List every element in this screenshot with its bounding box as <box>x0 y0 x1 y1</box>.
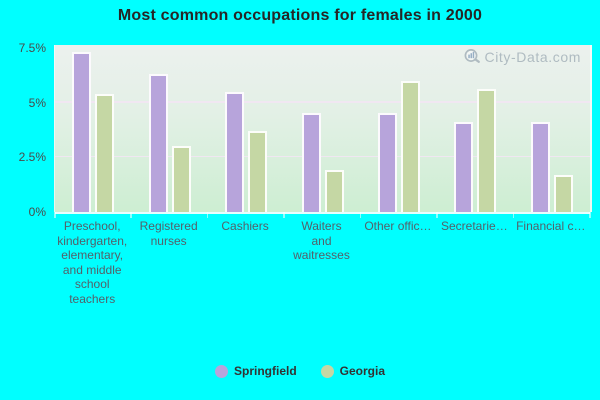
watermark: City-Data.com <box>463 48 581 65</box>
y-axis-label: 7.5% <box>18 40 46 55</box>
bar-georgia-2 <box>171 146 191 212</box>
axis-tick <box>512 212 515 218</box>
axis-tick <box>359 212 362 218</box>
bar-georgia-5 <box>400 80 420 212</box>
x-axis-line <box>55 212 590 214</box>
legend-label: Georgia <box>339 364 386 378</box>
y-axis-label: 5% <box>28 95 46 110</box>
legend-item: Springfield <box>214 364 297 378</box>
x-axis-label: Financial c… <box>516 219 586 233</box>
x-axis-label: Waiters and waitresses <box>293 219 350 262</box>
x-axis-label: Secretarie… <box>441 219 508 233</box>
legend-item: Georgia <box>320 364 386 378</box>
watermark-text: City-Data.com <box>484 48 581 65</box>
bar-springfield-6 <box>454 122 474 212</box>
gridline <box>55 101 590 103</box>
bar-springfield-3 <box>225 91 245 212</box>
bar-georgia-3 <box>248 130 268 212</box>
bar-springfield-4 <box>301 113 321 212</box>
axis-tick <box>283 212 285 218</box>
bar-springfield-7 <box>530 122 550 212</box>
x-axis-label: Cashiers <box>221 219 269 233</box>
legend-swatch-georgia <box>320 364 334 378</box>
axis-tick <box>589 212 591 218</box>
x-axis-label: Registered nurses <box>139 219 198 248</box>
magnifier-chart-icon <box>463 48 482 65</box>
x-axis-label: Other offic… <box>364 219 432 233</box>
bar-georgia-4 <box>324 170 344 212</box>
bar-springfield-2 <box>148 74 168 212</box>
legend: Springfield Georgia <box>0 364 600 378</box>
y-axis-label: 0% <box>28 205 46 219</box>
bar-springfield-1 <box>72 52 92 212</box>
axis-tick <box>130 212 132 218</box>
bar-georgia-1 <box>95 93 115 212</box>
axis-tick <box>54 212 56 218</box>
y-axis-label: 2.5% <box>18 150 46 165</box>
bar-georgia-6 <box>477 89 497 212</box>
bar-springfield-5 <box>377 113 397 212</box>
legend-label: Springfield <box>233 364 297 378</box>
axis-tick <box>206 212 209 218</box>
axis-tick <box>436 212 438 218</box>
x-axis-label: Preschool, kindergarten, elementary, and… <box>57 219 128 306</box>
plot-area: City-Data.com <box>54 45 592 214</box>
chart-title: Most common occupations for females in 2… <box>117 7 483 24</box>
gridline <box>55 155 590 158</box>
bar-georgia-7 <box>553 174 573 212</box>
legend-swatch-springfield <box>214 364 228 378</box>
